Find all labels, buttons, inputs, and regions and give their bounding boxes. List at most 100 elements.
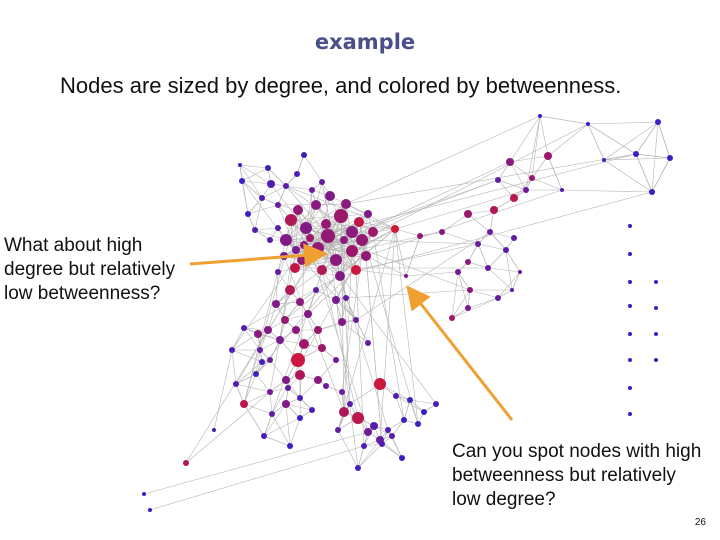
- graph-edge: [243, 403, 265, 437]
- graph-edge: [525, 115, 541, 191]
- graph-edge: [451, 307, 469, 319]
- graph-node: [628, 280, 632, 284]
- graph-node: [285, 385, 291, 391]
- graph-edge: [345, 289, 471, 299]
- graph-edge: [405, 271, 459, 277]
- graph-node: [317, 265, 327, 275]
- graph-node: [449, 315, 455, 321]
- graph-edge: [531, 177, 563, 191]
- graph-node: [311, 200, 321, 210]
- graph-edge: [231, 327, 245, 351]
- graph-node: [538, 114, 542, 118]
- graph-edge: [317, 319, 357, 331]
- graph-node: [275, 269, 281, 275]
- graph-node: [321, 219, 331, 229]
- graph-edge: [277, 185, 287, 206]
- graph-edge: [269, 387, 289, 393]
- graph-edge: [343, 161, 511, 241]
- graph-edge: [283, 255, 345, 413]
- graph-node: [339, 389, 345, 395]
- graph-node: [353, 317, 359, 323]
- callout-right-line-3: low degree?: [452, 489, 556, 510]
- graph-node: [292, 326, 300, 334]
- graph-node: [229, 347, 235, 353]
- graph-node: [628, 358, 632, 362]
- graph-node: [335, 427, 341, 433]
- graph-node: [254, 330, 262, 338]
- graph-edge: [511, 271, 521, 291]
- graph-node: [314, 326, 322, 334]
- graph-node: [241, 325, 247, 331]
- graph-node: [276, 336, 284, 344]
- graph-node: [313, 287, 319, 293]
- graph-edge: [143, 431, 369, 495]
- graph-node: [142, 492, 146, 496]
- page-number: 26: [694, 517, 706, 528]
- graph-edge: [239, 164, 272, 185]
- graph-edge: [231, 349, 263, 363]
- graph-edge: [277, 204, 297, 251]
- graph-edge: [254, 227, 279, 231]
- graph-node: [332, 296, 340, 304]
- graph-edge: [351, 231, 443, 252]
- graph-edge: [467, 297, 499, 309]
- graph-node: [294, 171, 300, 177]
- graph-node: [318, 344, 326, 352]
- graph-node: [654, 306, 658, 310]
- graph-node: [267, 180, 275, 188]
- graph-edge: [243, 403, 273, 415]
- graph-edge: [263, 435, 291, 447]
- graph-edge: [351, 228, 396, 252]
- arrow-to-high-degree-node: [189, 243, 328, 268]
- graph-node: [467, 287, 473, 293]
- graph-nodes: [142, 114, 673, 512]
- graph-node: [523, 187, 529, 193]
- graph-node: [333, 357, 339, 363]
- callout-left-line-3: low betweenness?: [4, 283, 161, 304]
- arrow-to-bridge-node: [406, 285, 514, 421]
- graph-node: [293, 205, 303, 215]
- graph-node: [325, 191, 335, 201]
- graph-edge: [269, 359, 287, 381]
- graph-edge: [497, 271, 521, 299]
- graph-edge: [365, 255, 383, 445]
- graph-edge: [635, 153, 653, 193]
- graph-node: [354, 217, 364, 227]
- graph-edge: [372, 231, 405, 421]
- graph-edge: [531, 115, 541, 179]
- graph-node: [338, 318, 346, 326]
- graph-node: [233, 381, 239, 387]
- graph-edge: [351, 179, 499, 233]
- graph-edge: [329, 195, 396, 230]
- graph-edge: [603, 121, 659, 161]
- graph-edge: [239, 164, 249, 215]
- graph-edge: [341, 203, 347, 323]
- graph-node: [306, 234, 314, 242]
- graph-edge: [355, 231, 491, 321]
- graph-edge: [539, 115, 589, 125]
- graph-edge: [497, 179, 527, 191]
- graph-node: [407, 397, 413, 403]
- graph-edge: [513, 177, 533, 199]
- graph-node: [649, 189, 655, 195]
- graph-node: [292, 246, 300, 254]
- graph-node: [404, 274, 408, 278]
- graph-node: [334, 209, 348, 223]
- graph-node: [296, 298, 304, 306]
- graph-node: [506, 158, 514, 166]
- graph-node: [518, 270, 522, 274]
- graph-edge: [341, 321, 369, 344]
- graph-node: [295, 370, 305, 380]
- graph-edge: [263, 413, 273, 437]
- graph-node: [267, 357, 273, 363]
- graph-edge: [394, 228, 421, 237]
- graph-edge: [357, 431, 369, 469]
- graph-edge: [357, 439, 381, 469]
- graph-node: [654, 332, 658, 336]
- graph-node: [287, 443, 293, 449]
- graph-node: [511, 235, 517, 241]
- graph-node: [323, 383, 329, 389]
- graph-node: [602, 158, 606, 162]
- graph-node: [465, 259, 471, 265]
- graph-edge: [317, 359, 337, 381]
